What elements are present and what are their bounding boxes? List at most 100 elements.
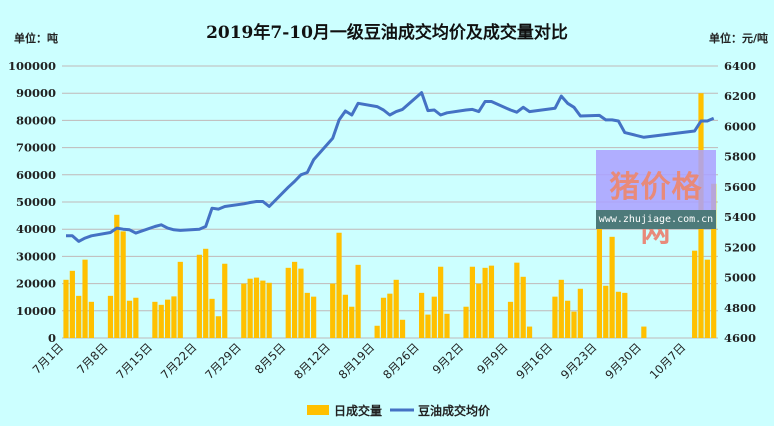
right-tick-label: 5000 (724, 271, 756, 285)
right-axis-ticks: 4600 4800 5000 5200 5400 5600 5800 6000 6200 6400 (724, 59, 756, 345)
volume-bar (196, 254, 202, 338)
left-axis-unit: 单位：吨 (14, 31, 58, 45)
volume-bar (514, 262, 520, 338)
volume-bar (476, 283, 482, 338)
legend-volume-label: 日成交量 (334, 403, 382, 418)
volume-bar (209, 298, 215, 338)
volume-bar (444, 313, 450, 338)
right-tick-label: 5400 (724, 210, 756, 224)
volume-bar (241, 283, 247, 338)
volume-bar (387, 293, 393, 338)
right-tick-label: 5800 (724, 150, 756, 164)
x-tick-label: 7月29日 (202, 340, 244, 382)
x-tick-label: 9月30日 (602, 340, 644, 382)
volume-bar (304, 292, 310, 338)
watermark-logo: 猪价格网 www.zhujiage.com.cn (596, 150, 716, 249)
volume-bar (704, 259, 710, 338)
volume-bar (355, 264, 361, 338)
volume-bar (571, 311, 577, 338)
right-tick-label: 6000 (724, 119, 756, 133)
right-axis-unit: 单位：元/吨 (709, 31, 768, 45)
volume-bar (336, 232, 342, 338)
right-tick-label: 6200 (724, 89, 756, 103)
volume-bar (253, 277, 260, 338)
legend: 日成交量 豆油成交均价 (307, 403, 491, 418)
volume-bar (342, 294, 348, 338)
volume-bar (711, 183, 717, 338)
right-tick-label: 4800 (724, 301, 756, 315)
right-tick-label: 5600 (724, 180, 756, 194)
right-tick-label: 6400 (724, 59, 756, 73)
volume-bar (330, 283, 336, 338)
left-tick-label: 40000 (16, 222, 56, 236)
volume-bar (292, 261, 298, 338)
left-tick-label: 10000 (16, 304, 56, 318)
x-tick-label: 9月9日 (474, 340, 511, 377)
volume-bar (285, 267, 291, 338)
x-tick-label: 9月16日 (513, 340, 555, 382)
left-tick-label: 50000 (16, 195, 56, 209)
watermark-url: www.zhujiage.com.cn (596, 210, 716, 229)
volume-bar (349, 306, 355, 338)
volume-bar (577, 288, 583, 338)
volume-bar (482, 267, 488, 338)
legend-price-label: 豆油成交均价 (418, 403, 491, 418)
volume-bar (215, 316, 221, 338)
volume-bar (641, 326, 647, 338)
volume-bar (520, 276, 526, 338)
volume-bar (488, 265, 495, 338)
volume-bar (133, 297, 139, 338)
x-tick-label: 7月15日 (113, 340, 155, 382)
watermark-text: 猪价格网 (609, 170, 703, 249)
volume-bar (69, 270, 75, 338)
volume-bar (526, 326, 533, 338)
volume-bar (311, 296, 317, 338)
x-tick-label: 8月12日 (291, 340, 333, 382)
volume-bar (76, 295, 82, 338)
volume-bar (158, 304, 164, 338)
volume-bar (565, 300, 571, 338)
volume-bar (114, 214, 120, 338)
volume-bar (692, 250, 698, 338)
left-tick-label: 60000 (16, 168, 56, 182)
volume-bar (247, 278, 253, 338)
volume-bar (120, 231, 126, 338)
right-tick-label: 4600 (724, 331, 756, 345)
legend-volume-swatch (307, 405, 329, 415)
volume-bar (393, 279, 399, 338)
x-axis-ticks: 7月1日 7月8日 7月15日 7月22日 7月29日 8月5日 8月12日 8月19日 8月2… (30, 340, 689, 382)
x-tick-label: 8月26日 (380, 340, 422, 382)
volume-bar (126, 300, 133, 338)
volume-bar (558, 279, 564, 338)
volume-bar (177, 261, 183, 338)
volume-bar (603, 285, 609, 338)
volume-bar (438, 266, 444, 338)
volume-bar (171, 296, 177, 338)
x-tick-label: 9月23日 (558, 340, 600, 382)
volume-bar (507, 301, 514, 338)
volume-bar (463, 306, 469, 338)
chart-title: 2019年7-10月一级豆油成交均价及成交量对比 (206, 22, 568, 43)
left-axis-ticks: 0 10000 20000 30000 40000 50000 60000 70000 8000… (8, 59, 56, 345)
volume-bar (399, 319, 406, 338)
x-tick-label: 7月1日 (30, 340, 67, 377)
x-tick-label: 9月2日 (430, 340, 467, 377)
volume-bar (107, 295, 114, 338)
volume-bar (374, 325, 380, 338)
volume-bar (425, 314, 431, 338)
left-tick-label: 70000 (16, 141, 56, 155)
right-tick-label: 5200 (724, 240, 756, 254)
volume-bar (266, 282, 272, 338)
volume-bar (88, 301, 94, 338)
left-tick-label: 90000 (16, 86, 56, 100)
volume-bar (469, 266, 475, 338)
volume-bar (152, 301, 158, 338)
left-tick-label: 30000 (16, 249, 56, 263)
left-tick-label: 20000 (16, 277, 56, 291)
volume-bar (260, 280, 266, 338)
volume-bar (622, 292, 628, 338)
volume-bar (431, 296, 437, 338)
volume-bar (380, 297, 387, 338)
volume-bar (609, 236, 615, 338)
